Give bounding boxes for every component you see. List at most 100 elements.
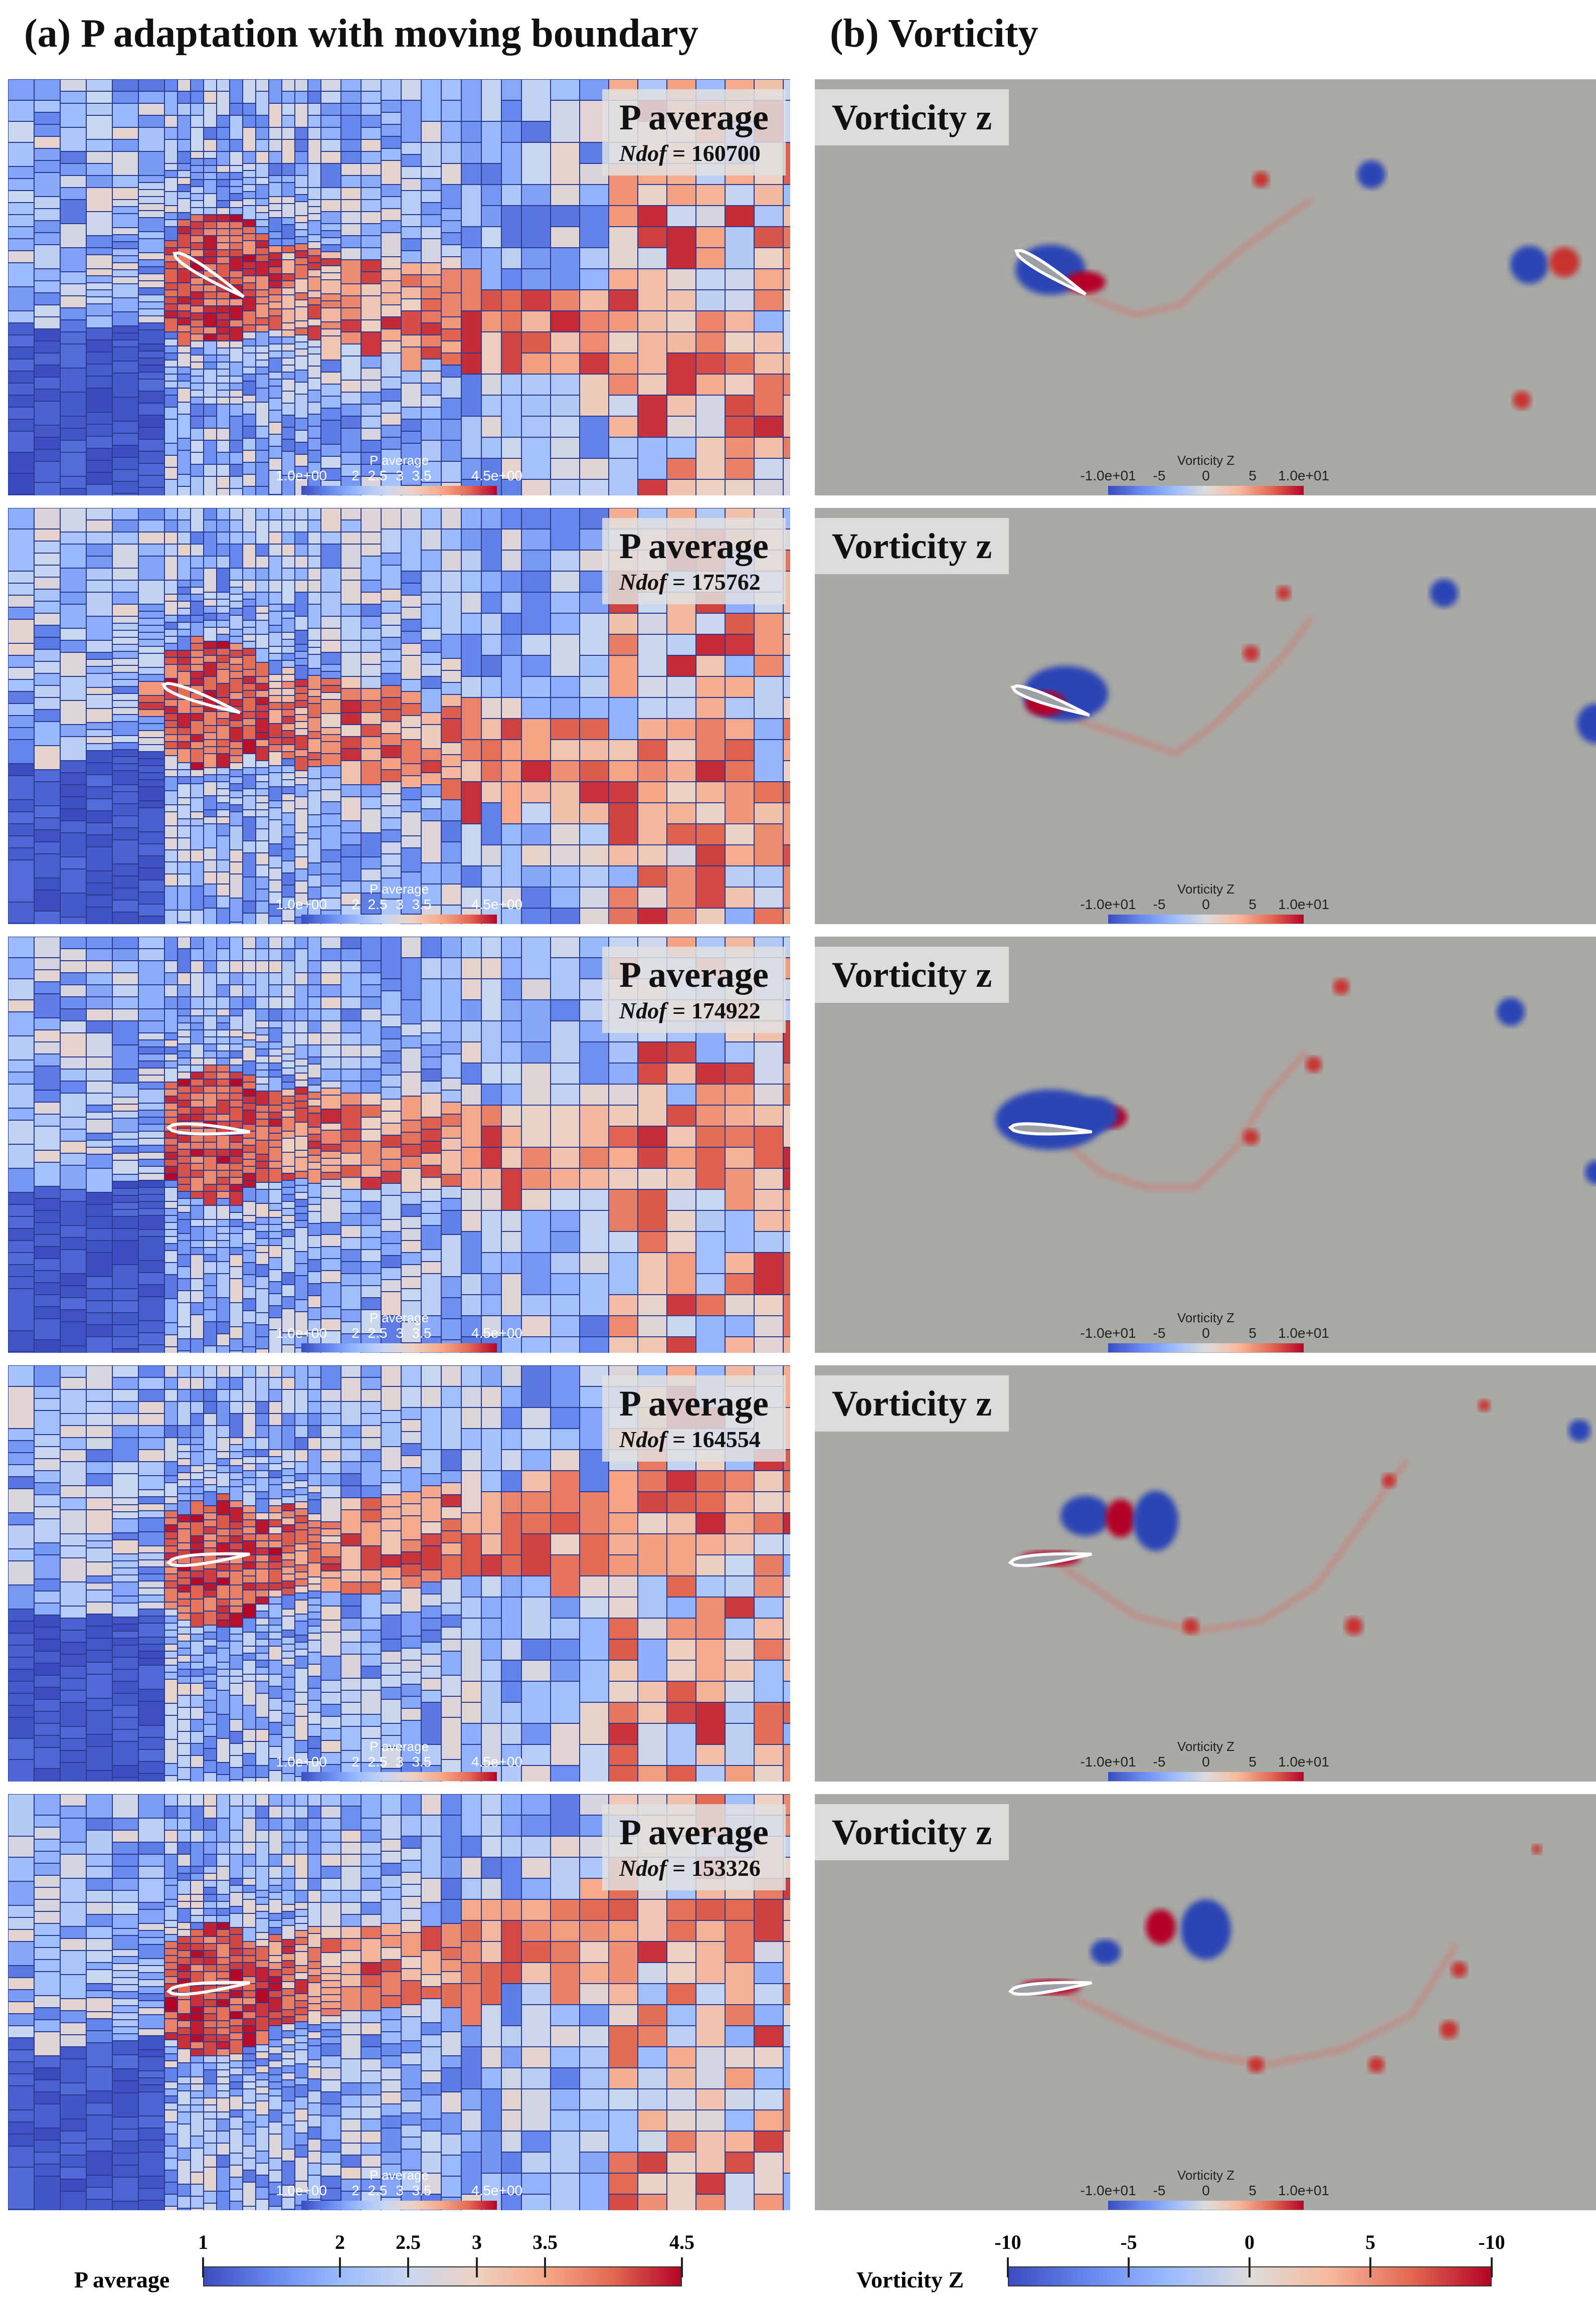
ndof-name: Ndof [619, 998, 667, 1023]
v-cb-tick-mark [1249, 2257, 1251, 2277]
p-panel-colorbar-ticks: 1.0e+00 2 2.5 3 3.5 4.5e+00 [276, 2183, 522, 2198]
p-cb-tick-mark [339, 2257, 341, 2277]
v-panel-colorbar-title: Vorticity Z [1177, 881, 1235, 897]
airfoil-outline [161, 681, 241, 715]
ndof-value: = 164554 [672, 1427, 761, 1452]
vorticity-field [1014, 160, 1579, 409]
v-panel-colorbar-title: Vorticity Z [1177, 453, 1235, 468]
v-panel-colorbar-tick: 1.0e+01 [1278, 2183, 1329, 2198]
positive-vortex [1183, 1618, 1199, 1634]
positive-vortex [1345, 1617, 1363, 1635]
v-cb-tick-mark [1128, 2257, 1130, 2277]
v-cb-tick-mark [1007, 2257, 1009, 2277]
negative-vortex [1577, 703, 1596, 744]
v-panel-colorbar-tick: -5 [1153, 468, 1166, 483]
airfoil-outline [166, 1552, 251, 1567]
wake-shear-layer [1049, 198, 1313, 317]
p-adaptation-panel: P average Ndof = 175762 P average 1.0e+00 2 2… [8, 508, 790, 924]
negative-vortex [1497, 998, 1525, 1026]
v-panel-colorbar-tick: 5 [1249, 468, 1257, 483]
v-panel-colorbar: Vorticity Z -1.0e+01 -5 0 5 1.0e+01 [1080, 1739, 1329, 1781]
p-panel-colorbar-tick: 3.5 [412, 468, 432, 483]
positive-vortex [1243, 1129, 1259, 1145]
p-panel-colorbar-ticks: 1.0e+00 2 2.5 3 3.5 4.5e+00 [276, 1325, 522, 1341]
p-cb-tick-mark [202, 2257, 204, 2277]
ndof-value: = 174922 [672, 998, 761, 1023]
p-panel-colorbar: P average 1.0e+00 2 2.5 3 3.5 4.5e+00 [276, 1739, 522, 1781]
vorticity-label: Vorticity z [832, 1383, 992, 1424]
p-panel-colorbar-gradient [301, 2201, 497, 2210]
vorticity-panel: Vorticity z Vorticity Z -1.0e+01 -5 0 5 1.0e+0… [815, 1794, 1596, 2210]
v-panel-colorbar-tick: -1.0e+01 [1080, 468, 1136, 483]
p-adaptation-panel: P average Ndof = 174922 P average 1.0e+00 2 2… [8, 937, 790, 1353]
vorticity-colorbar-name: Vorticity Z [856, 2267, 964, 2292]
p-panel-colorbar-tick: 2 [351, 2183, 360, 2198]
p-cb-tick: 1 [198, 2231, 208, 2253]
p-average-label: P average [619, 526, 769, 566]
p-panel-colorbar-tick: 2 [351, 897, 360, 912]
vorticity-panel: Vorticity z Vorticity Z -1.0e+01 -5 0 5 1.0e+0… [815, 79, 1596, 495]
p-average-mesh [8, 508, 790, 924]
negative-vortex [1133, 1491, 1178, 1551]
p-panel-colorbar-tick: 3.5 [412, 897, 432, 912]
p-average-label-box: P average Ndof = 175762 [602, 518, 786, 604]
v-panel-colorbar: Vorticity Z -1.0e+01 -5 0 5 1.0e+01 [1080, 1310, 1329, 1352]
v-panel-colorbar-tick: 0 [1202, 1325, 1210, 1341]
negative-vortex [1585, 1160, 1596, 1184]
airfoil-outline [166, 1122, 250, 1136]
p-cb-tick: 2 [335, 2231, 345, 2253]
v-panel-colorbar-gradient [1108, 2201, 1304, 2210]
v-panel-colorbar-tick: 0 [1202, 897, 1210, 912]
positive-vortex [1451, 1962, 1467, 1978]
p-cb-tick-mark [681, 2257, 683, 2277]
p-average-colorbar: P average 1 2 2.5 3 3.5 4.5 [0, 2226, 782, 2296]
p-panel-colorbar-title: P average [369, 881, 429, 897]
v-panel-colorbar-tick: 0 [1202, 1754, 1210, 1769]
p-average-label: P average [619, 1812, 769, 1852]
p-average-label: P average [619, 955, 769, 995]
v-panel-colorbar-tick: -1.0e+01 [1080, 1325, 1136, 1341]
v-panel-colorbar-tick: -5 [1153, 1754, 1166, 1769]
p-average-mesh [8, 937, 790, 1353]
v-cb-tick: -10 [1478, 2231, 1505, 2253]
vorticity-label-box: Vorticity z [815, 1804, 1009, 1860]
positive-vortex [1333, 979, 1349, 995]
ndof-label: Ndof = 174922 [619, 996, 769, 1026]
v-panel-colorbar-tick: 5 [1249, 897, 1257, 912]
p-panel-colorbar-ticks: 1.0e+00 2 2.5 3 3.5 4.5e+00 [276, 468, 522, 483]
vorticity-label-box: Vorticity z [815, 1375, 1009, 1432]
v-panel-colorbar-ticks: -1.0e+01 -5 0 5 1.0e+01 [1080, 468, 1329, 483]
v-cb-tick-mark [1369, 2257, 1371, 2277]
p-panel-colorbar-tick: 3.5 [412, 1325, 432, 1341]
p-panel-colorbar-gradient [301, 1772, 497, 1781]
v-panel-colorbar: Vorticity Z -1.0e+01 -5 0 5 1.0e+01 [1080, 2168, 1329, 2210]
p-cb-tick: 2.5 [396, 2231, 421, 2253]
p-panel-colorbar-tick: 1.0e+00 [276, 2183, 327, 2198]
positive-vortex [1243, 645, 1259, 661]
v-panel-colorbar-gradient [1108, 1772, 1304, 1781]
ndof-label: Ndof = 160700 [619, 138, 769, 168]
p-panel-colorbar-ticks: 1.0e+00 2 2.5 3 3.5 4.5e+00 [276, 1754, 522, 1769]
p-panel-colorbar-tick: 1.0e+00 [276, 1754, 327, 1769]
vorticity-field [1008, 1399, 1590, 1635]
v-panel-colorbar-title: Vorticity Z [1177, 1310, 1235, 1325]
p-panel-colorbar-tick: 4.5e+00 [471, 2183, 522, 2198]
p-panel-colorbar-tick: 3 [396, 468, 404, 483]
p-average-label: P average [619, 97, 769, 137]
p-average-label-box: P average Ndof = 160700 [602, 89, 786, 175]
p-panel-colorbar: P average 1.0e+00 2 2.5 3 3.5 4.5e+00 [276, 881, 522, 924]
p-panel-colorbar-tick: 1.0e+00 [276, 897, 327, 912]
v-panel-colorbar-title: Vorticity Z [1177, 1739, 1235, 1754]
v-panel-colorbar-title: Vorticity Z [1177, 2168, 1235, 2183]
v-panel-colorbar-ticks: -1.0e+01 -5 0 5 1.0e+01 [1080, 897, 1329, 912]
positive-vortex [1368, 2057, 1384, 2073]
v-panel-colorbar-tick: -5 [1153, 2183, 1166, 2198]
vorticity-field [995, 979, 1596, 1189]
v-panel-colorbar-tick: -1.0e+01 [1080, 1754, 1136, 1769]
v-panel-colorbar-tick: 5 [1249, 1754, 1257, 1769]
p-panel-colorbar: P average 1.0e+00 2 2.5 3 3.5 4.5e+00 [276, 2168, 522, 2210]
p-average-label-box: P average Ndof = 164554 [602, 1375, 786, 1462]
vorticity-label: Vorticity z [832, 526, 992, 566]
p-adaptation-panel: P average Ndof = 160700 P average 1.0e+00 2 2… [8, 79, 790, 495]
positive-vortex [1440, 2021, 1458, 2039]
